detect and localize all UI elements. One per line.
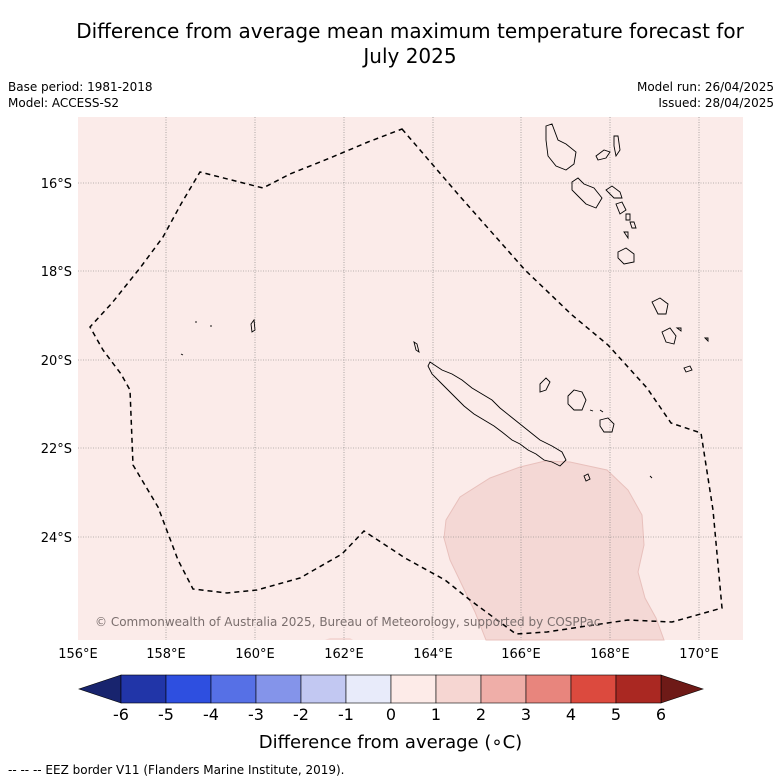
colorbar-tick-label: -1 <box>338 705 354 724</box>
lon-label: 168°E <box>590 647 630 662</box>
colorbar-swatch <box>435 674 482 704</box>
colorbar-tick-label: -6 <box>113 705 129 724</box>
colorbar-tick-label: 1 <box>431 705 441 724</box>
anomaly-region <box>443 460 665 641</box>
reef-islets <box>180 318 653 479</box>
colorbar-tick-label: -2 <box>293 705 309 724</box>
colorbar-tick-label: -5 <box>158 705 174 724</box>
lat-label: 24°S <box>41 531 72 546</box>
model-name: Model: ACCESS-S2 <box>8 96 120 110</box>
colorbar-tick-label: 6 <box>656 705 666 724</box>
lon-label: 156°E <box>58 647 98 662</box>
colorbar-tick-label: 4 <box>566 705 576 724</box>
colorbar-swatch <box>480 674 527 704</box>
belep-islands <box>413 340 420 354</box>
ouvea-island <box>539 377 551 393</box>
isle-of-pines <box>583 473 591 482</box>
mare-island <box>599 417 615 433</box>
lon-label: 164°E <box>413 647 453 662</box>
colorbar-tick-label: 2 <box>476 705 486 724</box>
colorbar-swatch <box>345 674 392 704</box>
colorbar-over-triangle <box>660 674 704 704</box>
lon-label: 166°E <box>501 647 541 662</box>
copyright-text: © Commonwealth of Australia 2025, Bureau… <box>95 615 600 629</box>
colorbar-under-triangle <box>78 674 122 704</box>
lat-label: 22°S <box>41 442 72 457</box>
new-caledonia-coastline <box>427 361 567 467</box>
model-run: Model run: 26/04/2025 <box>636 80 774 94</box>
lon-label: 158°E <box>146 647 186 662</box>
lat-label: 16°S <box>41 177 72 192</box>
colorbar-swatch <box>390 674 437 704</box>
lon-label: 162°E <box>324 647 364 662</box>
colorbar-swatch <box>210 674 257 704</box>
colorbar-swatch <box>570 674 617 704</box>
colorbar: -6 -5 -4 -3 -2 -1 0 1 2 3 4 5 6 <box>78 674 704 724</box>
anomaly-region-small <box>325 638 353 640</box>
title-line-1: Difference from average mean maximum tem… <box>76 19 744 43</box>
colorbar-swatch <box>120 674 167 704</box>
lat-label: 18°S <box>41 265 72 280</box>
lon-label: 170°E <box>679 647 719 662</box>
colorbar-swatch <box>165 674 212 704</box>
colorbar-swatch <box>525 674 572 704</box>
vanuatu-coastline <box>545 123 709 373</box>
lifou-island <box>567 389 587 411</box>
colorbar-tick-label: -4 <box>203 705 219 724</box>
lat-label: 20°S <box>41 354 72 369</box>
colorbar-swatch <box>300 674 347 704</box>
issued-date: Issued: 28/04/2025 <box>658 96 774 110</box>
colorbar-label: Difference from average (∘C) <box>258 732 523 753</box>
eez-border <box>89 128 723 635</box>
colorbar-tick-label: 0 <box>386 705 396 724</box>
colorbar-swatch <box>255 674 302 704</box>
colorbar-tick-label: -3 <box>248 705 264 724</box>
colorbar-swatch <box>615 674 662 704</box>
colorbar-tick-label: 5 <box>611 705 621 724</box>
map-background <box>78 117 743 640</box>
base-period: Base period: 1981-2018 <box>8 80 153 94</box>
title-line-2: July 2025 <box>363 44 457 68</box>
colorbar-tick-label: 3 <box>521 705 531 724</box>
footer-note: -- -- -- EEZ border V11 (Flanders Marine… <box>8 763 345 777</box>
lon-label: 160°E <box>235 647 275 662</box>
